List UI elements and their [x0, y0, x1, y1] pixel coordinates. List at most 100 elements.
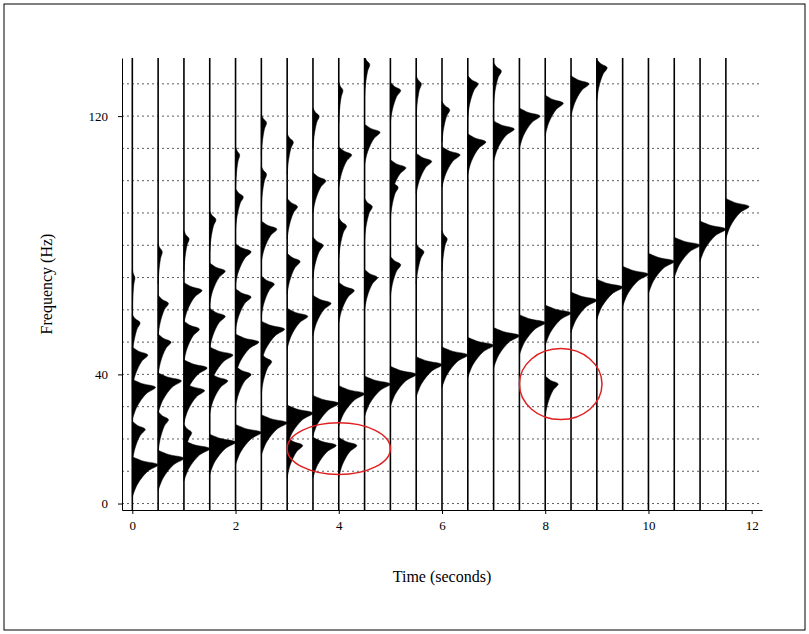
wiggle-lobe [365, 376, 391, 416]
wiggle-lobe [545, 305, 571, 345]
wiggle-lobe [365, 124, 381, 164]
wiggle-lobe [442, 347, 468, 387]
y-tick-mark [118, 116, 122, 117]
wiggle-lobe [494, 121, 515, 161]
y-tick-label: 120 [89, 109, 109, 124]
wiggle-lobe [519, 108, 540, 148]
wiggle-lobe [390, 366, 416, 406]
wiggle-lobe [390, 160, 406, 200]
x-tick: 10 [642, 510, 655, 533]
wiggle-lobe [132, 269, 135, 309]
y-axis-title: Frequency (Hz) [38, 234, 56, 335]
x-tick-label: 4 [336, 518, 343, 533]
wiggle-lobe [468, 76, 478, 116]
wiggle-lobe [158, 412, 168, 452]
wiggle-lobe [700, 221, 726, 261]
wiggle-lobe [416, 76, 421, 116]
x-tick: 6 [439, 510, 446, 533]
x-tick-mark [236, 510, 237, 514]
wiggle-lobe [236, 189, 244, 229]
wiggle-lobe [468, 134, 486, 174]
wiggle-lobe [416, 153, 432, 193]
outer-frame [4, 4, 805, 630]
y-axis: 040120 [89, 59, 123, 512]
x-tick: 4 [336, 510, 343, 533]
trace-baseline [725, 58, 727, 510]
y-tick-label: 0 [102, 496, 109, 511]
wiggle-lobe [726, 198, 749, 238]
x-axis: 0 2 4 6 8 10 12 [123, 510, 763, 533]
y-tick: 120 [89, 109, 123, 124]
wiggle-lobe [339, 437, 357, 477]
wiggle-lobe [674, 237, 700, 277]
wiggle-lobe [261, 115, 266, 155]
wiggle-lobe [210, 211, 216, 251]
wiggle-lobe [210, 308, 226, 348]
wiggle-lobe [132, 315, 140, 355]
wiggle-lobe [313, 395, 339, 435]
wiggle-lobe [339, 218, 347, 258]
wiggle-lobe [365, 58, 370, 97]
annotation-ellipse [287, 423, 390, 475]
wiggle-lobe [597, 279, 623, 319]
wiggle-lobe [545, 376, 558, 416]
traces [132, 58, 749, 510]
wiggle-lobe [236, 244, 252, 284]
wiggle-lobe [339, 386, 365, 426]
wiggle-lobe [158, 450, 184, 490]
wiggle-lobe [313, 295, 331, 335]
wiggle-lobe [261, 353, 271, 393]
wiggle-lobe [545, 95, 563, 135]
wiggle-lobe [519, 315, 545, 355]
trace-baseline [699, 58, 701, 510]
x-tick-label: 10 [642, 518, 655, 533]
wiggle-lobe [468, 337, 494, 377]
wiggle-lobe [261, 166, 266, 206]
wiggle-lobe [365, 198, 373, 238]
wiggle-lobe [184, 321, 200, 361]
x-tick-label: 6 [439, 518, 446, 533]
wiggle-lobe [132, 421, 145, 461]
wiggle-lobe [416, 244, 424, 284]
x-axis-title: Time (seconds) [393, 568, 492, 586]
wiggle-lobe [132, 347, 148, 387]
x-tick-mark [648, 510, 649, 514]
chart: 024681012040120Time (seconds)Frequency (… [0, 0, 809, 634]
y-tick: 0 [102, 496, 123, 511]
wiggle-lobe [287, 253, 300, 293]
x-tick: 0 [130, 510, 137, 533]
y-axis-line [122, 59, 123, 511]
wiggle-lobe [623, 266, 649, 306]
wiggle-lobe [184, 424, 192, 464]
wiggle-lobe [287, 134, 293, 174]
x-tick-mark [339, 510, 340, 514]
wiggle-lobe [184, 441, 210, 481]
wiggle-lobe [236, 289, 252, 329]
x-tick-label: 2 [233, 518, 240, 533]
wiggle-lobe [416, 357, 442, 397]
wiggle-lobe [442, 102, 450, 142]
wiggle-lobe [210, 263, 226, 303]
wiggle-lobe [494, 63, 502, 103]
wiggle-lobe [132, 457, 158, 497]
wiggle-lobe [236, 334, 259, 374]
wiggle-lobe [261, 415, 287, 455]
wiggle-lobe [184, 360, 207, 400]
wiggle-lobe [158, 334, 171, 374]
trace-baseline [570, 58, 572, 510]
wiggle-lobe [339, 82, 343, 122]
wiggle-lobe [184, 231, 189, 271]
x-tick-mark [442, 510, 443, 514]
wiggle-lobe [158, 295, 168, 335]
x-tick: 12 [746, 510, 759, 533]
wiggle-lobe [158, 373, 181, 413]
x-tick-label: 12 [746, 518, 759, 533]
wiggle-lobe [261, 276, 274, 316]
wiggle-lobe [313, 108, 319, 148]
wiggle-lobe [287, 198, 297, 238]
wiggle-lobe [442, 147, 460, 187]
x-tick-mark [545, 510, 546, 514]
x-tick-label: 8 [542, 518, 549, 533]
wiggle-lobe [313, 173, 326, 213]
y-tick-mark [118, 374, 122, 375]
